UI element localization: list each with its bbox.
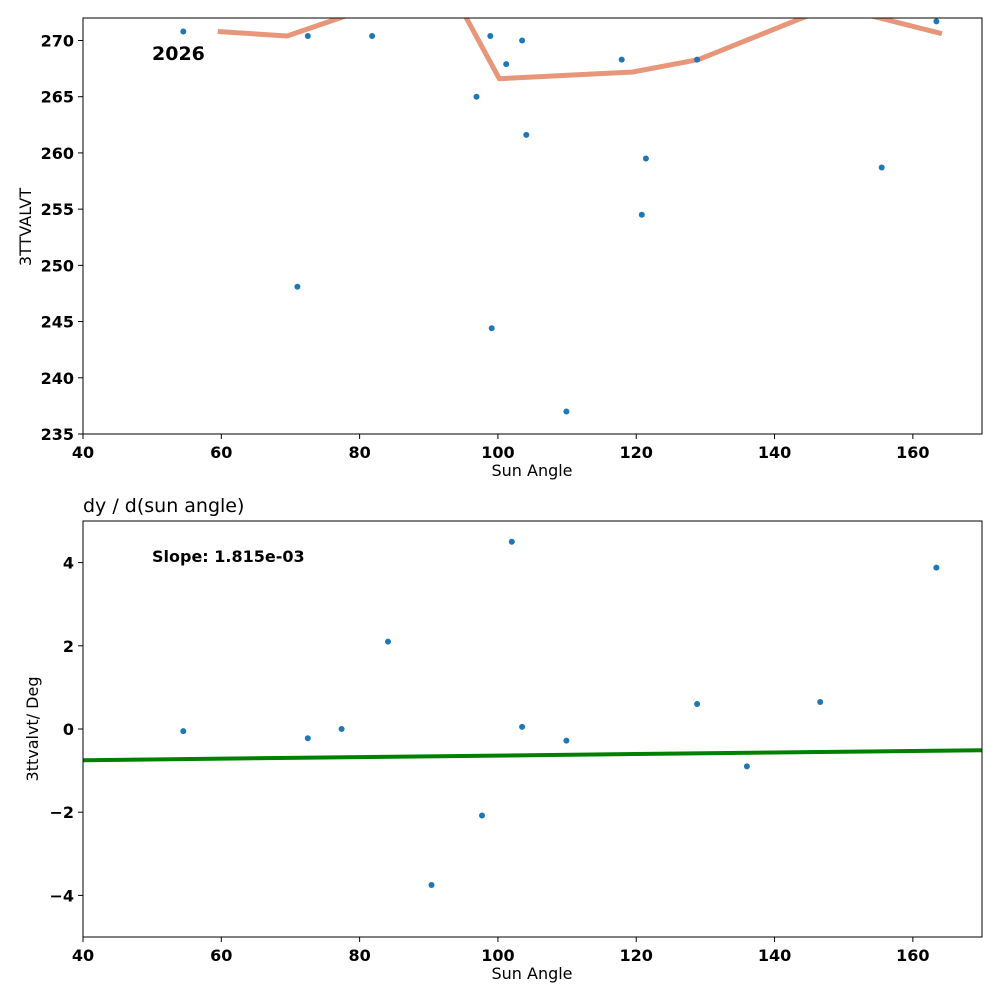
top-x-tick-label: 140 xyxy=(758,443,791,462)
top-data-point xyxy=(369,33,376,39)
bottom-data-point xyxy=(428,882,435,888)
bottom-x-tick-label: 120 xyxy=(620,946,653,965)
top-y-tick-label: 265 xyxy=(41,88,74,107)
bottom-y-tick-label: 0 xyxy=(63,720,74,739)
bottom-series-layer xyxy=(83,538,982,888)
bottom-x-tick-label: 160 xyxy=(896,946,929,965)
bottom-data-point xyxy=(508,538,515,545)
top-x-tick-label: 160 xyxy=(896,443,929,462)
bottom-data-point xyxy=(180,728,187,735)
top-plot-frame xyxy=(82,17,983,435)
top-axes-ticks: 40 60 80 100 120 140 160 235 240 245 250 255 260 265 2… xyxy=(41,31,930,462)
bottom-x-tick-label: 60 xyxy=(210,946,232,965)
bottom-x-tick-label: 100 xyxy=(481,946,514,965)
bottom-data-point xyxy=(338,726,345,732)
bottom-data-point xyxy=(563,737,570,744)
bottom-data-point xyxy=(304,735,311,742)
bottom-trend-line xyxy=(83,748,982,763)
top-data-point xyxy=(519,37,526,44)
bottom-chart: dy / d(sun angle) 40 60 80 100 120 140 160−4−2… xyxy=(23,495,983,983)
top-data-point xyxy=(523,131,530,138)
bottom-data-point xyxy=(694,701,701,707)
top-y-tick-label: 260 xyxy=(41,144,74,163)
top-data-point xyxy=(642,155,649,162)
top-trend-line xyxy=(217,18,943,82)
top-series-layer xyxy=(180,18,943,415)
top-x-tick-label: 100 xyxy=(481,443,514,462)
bottom-x-tick-label: 80 xyxy=(348,946,370,965)
bottom-x-tick-label: 140 xyxy=(758,946,791,965)
bottom-data-point xyxy=(519,723,526,730)
top-data-point xyxy=(487,33,494,39)
top-data-point xyxy=(294,283,301,290)
top-data-point xyxy=(488,325,495,332)
top-data-point xyxy=(563,408,570,415)
top-y-tick-label: 255 xyxy=(41,200,74,219)
top-data-point xyxy=(933,18,940,25)
top-chart: 40 60 80 100 120 140 160 235 240 245 250 255 260 265 2… xyxy=(16,17,983,480)
bottom-data-point xyxy=(817,699,824,705)
top-y-tick-label: 250 xyxy=(41,256,74,275)
bottom-data-point xyxy=(385,638,391,645)
bottom-data-point xyxy=(743,763,750,770)
top-y-tick-label: 235 xyxy=(41,425,74,444)
top-data-point xyxy=(473,93,480,100)
bottom-y-tick-label: −2 xyxy=(49,803,74,822)
bottom-x-tick-label: 40 xyxy=(72,946,94,965)
top-data-point xyxy=(638,211,645,218)
bottom-y-tick-label: −4 xyxy=(49,886,74,905)
top-data-point xyxy=(878,164,885,171)
top-annotation: 2026 xyxy=(152,43,205,65)
top-data-point xyxy=(694,56,701,63)
bottom-data-point xyxy=(479,812,485,819)
top-y-axis-label: 3TTVALVT xyxy=(16,188,35,266)
top-data-point xyxy=(180,28,187,35)
top-x-tick-label: 40 xyxy=(72,443,94,462)
bottom-chart-title: dy / d(sun angle) xyxy=(83,495,244,517)
top-data-point xyxy=(304,33,311,39)
bottom-data-point xyxy=(933,564,940,571)
top-y-tick-label: 240 xyxy=(41,369,74,388)
bottom-y-tick-label: 4 xyxy=(63,554,74,573)
top-y-tick-label: 270 xyxy=(41,31,74,50)
bottom-y-axis-label: 3ttvalvt/ Deg xyxy=(23,677,42,782)
top-x-tick-label: 120 xyxy=(620,443,653,462)
top-data-point xyxy=(503,61,510,68)
top-x-tick-label: 80 xyxy=(348,443,370,462)
bottom-y-tick-label: 2 xyxy=(63,637,74,656)
top-x-axis-label: Sun Angle xyxy=(491,461,572,480)
top-y-tick-label: 245 xyxy=(41,313,74,332)
bottom-x-axis-label: Sun Angle xyxy=(491,964,572,983)
top-x-tick-label: 60 xyxy=(210,443,232,462)
top-data-point xyxy=(618,56,625,63)
bottom-annotation: Slope: 1.815e-03 xyxy=(152,547,305,566)
bottom-axes-ticks: 40 60 80 100 120 140 160 −4 −2 0 2 4 xyxy=(49,554,929,965)
